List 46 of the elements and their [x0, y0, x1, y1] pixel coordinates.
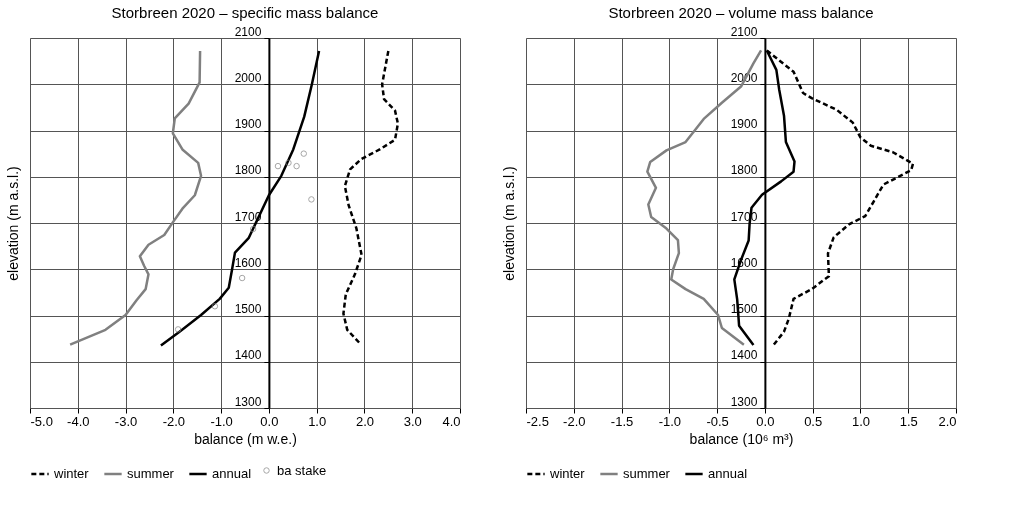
y-tick-label: 1300 — [730, 394, 758, 409]
x-tick-label: -4.0 — [67, 413, 90, 429]
y-tick-label: 1400 — [234, 348, 262, 363]
x-tick-label: -1.0 — [658, 413, 682, 429]
x-tick-label: -1.0 — [210, 413, 233, 429]
y-tick-label: 1400 — [730, 348, 758, 363]
x-axis-title: balance (10⁶ m³) — [689, 430, 794, 447]
chart-title: Storbreen 2020 – volume mass balance — [608, 4, 874, 21]
x-tick-label: -3.0 — [114, 413, 138, 429]
x-tick-label: 3.0 — [403, 413, 422, 429]
legend-label: annual — [212, 466, 252, 481]
x-tick-label: 0.5 — [804, 413, 823, 429]
x-tick-label: -1.5 — [610, 413, 634, 429]
y-tick-label: 1600 — [234, 255, 262, 270]
x-tick-label: 2.0 — [938, 413, 957, 429]
y-tick-label: 1300 — [234, 394, 262, 409]
x-tick-label: 2.0 — [355, 413, 374, 429]
x-tick-label: 1.0 — [308, 413, 327, 429]
y-tick-label: 1800 — [730, 163, 758, 178]
x-axis-title: balance (m w.e.) — [194, 430, 297, 447]
y-axis-title: elevation (m a.s.l.) — [500, 166, 517, 281]
y-tick-label: 1500 — [234, 302, 262, 316]
legend-label: winter — [53, 466, 90, 481]
y-tick-label: 2100 — [730, 24, 758, 39]
x-tick-label: 0.0 — [756, 413, 775, 429]
x-tick-label: 1.0 — [851, 413, 870, 429]
chart-title: Storbreen 2020 – specific mass balance — [111, 4, 379, 21]
x-tick-label: -2.5 — [526, 413, 549, 429]
x-tick-label: -5.0 — [30, 413, 53, 429]
x-tick-label: -2.0 — [162, 413, 186, 429]
y-axis-title: elevation (m a.s.l.) — [4, 166, 21, 281]
legend-label: summer — [127, 466, 175, 481]
y-tick-label: 2100 — [234, 24, 262, 39]
x-tick-label: 1.5 — [899, 413, 918, 429]
y-tick-label: 1900 — [234, 117, 262, 131]
legend-label: annual — [708, 466, 748, 481]
x-tick-label: 0.0 — [260, 413, 279, 429]
y-tick-label: 1900 — [730, 117, 758, 131]
x-tick-label: 4.0 — [442, 413, 461, 429]
x-tick-label: -2.0 — [563, 413, 586, 429]
y-tick-label: 1800 — [234, 163, 262, 178]
x-tick-label: -0.5 — [706, 413, 729, 429]
legend-label: winter — [549, 466, 586, 481]
y-tick-label: 2000 — [234, 70, 262, 85]
legend-label: summer — [623, 466, 671, 481]
legend-label: ba stake — [277, 462, 327, 478]
